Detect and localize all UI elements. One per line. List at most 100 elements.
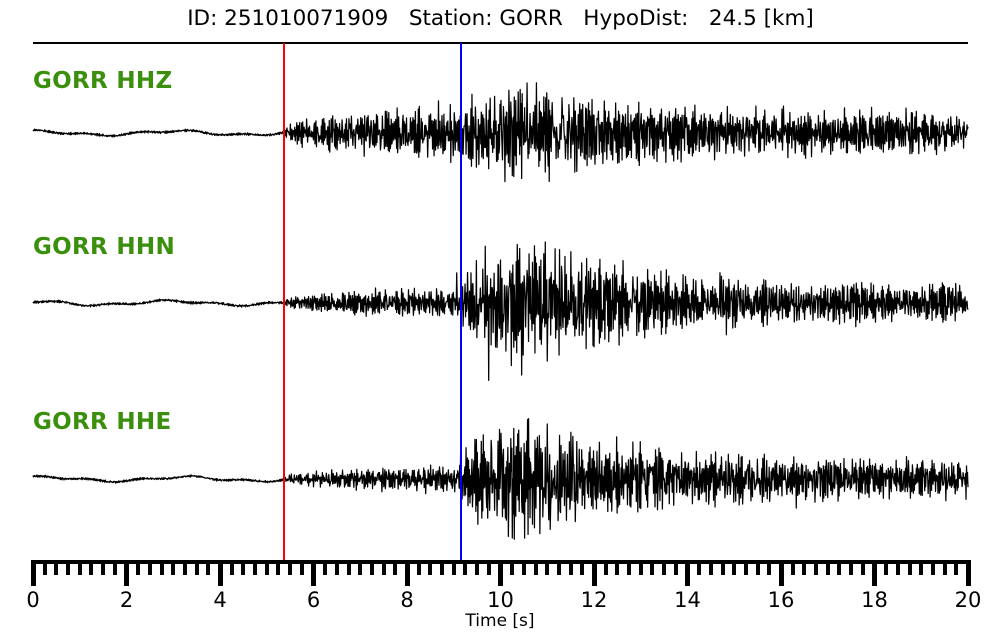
minor-tick: [475, 560, 480, 575]
tick-label: 2: [119, 588, 134, 612]
minor-tick: [288, 560, 293, 575]
major-tick: [872, 560, 877, 586]
minor-tick: [884, 560, 889, 575]
minor-tick: [790, 560, 795, 575]
minor-tick: [358, 560, 363, 575]
minor-tick: [112, 560, 117, 575]
major-tick: [965, 560, 971, 586]
tick-label: 10: [487, 588, 514, 612]
minor-tick: [907, 560, 912, 575]
minor-tick: [381, 560, 386, 575]
s-arrival-marker: [459, 43, 462, 560]
minor-tick: [545, 560, 550, 575]
minor-tick: [264, 560, 269, 575]
minor-tick: [755, 560, 760, 575]
minor-tick: [171, 560, 176, 575]
major-tick: [591, 560, 597, 586]
minor-tick: [954, 560, 959, 575]
minor-tick: [428, 560, 433, 575]
minor-tick: [580, 560, 585, 575]
minor-tick: [206, 560, 211, 575]
minor-tick: [486, 560, 491, 575]
minor-tick: [147, 560, 152, 575]
trace-panel-hhz: GORR HHZ: [0, 44, 1000, 219]
minor-tick: [393, 560, 398, 575]
minor-tick: [346, 560, 351, 575]
minor-tick: [136, 560, 141, 575]
major-tick: [124, 560, 129, 586]
page-title: ID: 251010071909 Station: GORR HypoDist:…: [187, 6, 814, 31]
trace-panel-hhe: GORR HHE: [0, 389, 1000, 564]
major-tick: [498, 560, 503, 586]
major-tick: [685, 560, 690, 586]
minor-tick: [825, 560, 830, 575]
tick-label: 6: [306, 588, 321, 612]
waveform-stack: GORR HHZ GORR HHN GORR HHE: [0, 44, 1000, 559]
major-tick: [778, 560, 784, 586]
waveform-hhz: [32, 82, 969, 183]
waveform-path: [32, 241, 969, 381]
minor-tick: [54, 560, 59, 575]
minor-tick: [603, 560, 608, 575]
x-axis-label: Time [s]: [465, 611, 535, 631]
tick-label: 18: [861, 588, 888, 612]
minor-tick: [919, 560, 924, 575]
minor-tick: [89, 560, 94, 575]
minor-tick: [837, 560, 842, 575]
minor-tick: [650, 560, 655, 575]
minor-tick: [241, 560, 246, 575]
minor-tick: [568, 560, 573, 575]
trace-label-hhz: GORR HHZ: [33, 68, 173, 94]
major-tick: [311, 560, 316, 586]
minor-tick: [533, 560, 538, 575]
minor-tick: [276, 560, 281, 575]
minor-tick: [66, 560, 71, 575]
minor-tick: [521, 560, 526, 575]
major-tick: [217, 560, 223, 586]
minor-tick: [743, 560, 748, 575]
minor-tick: [440, 560, 445, 575]
major-tick: [30, 560, 36, 586]
minor-tick: [849, 560, 854, 575]
minor-tick: [369, 560, 374, 575]
minor-tick: [182, 560, 187, 575]
minor-tick: [323, 560, 328, 575]
minor-tick: [451, 560, 456, 575]
minor-tick: [627, 560, 632, 575]
tick-label: 0: [26, 588, 40, 612]
trace-label-hhe: GORR HHE: [33, 409, 172, 435]
minor-tick: [732, 560, 737, 575]
minor-tick: [860, 560, 865, 575]
tick-label: 16: [767, 588, 795, 612]
minor-tick: [802, 560, 807, 575]
minor-tick: [42, 560, 47, 575]
minor-tick: [194, 560, 199, 575]
minor-tick: [638, 560, 643, 575]
trace-label-hhn: GORR HHN: [33, 234, 176, 260]
tick-label: 4: [213, 588, 227, 612]
minor-tick: [101, 560, 106, 575]
minor-tick: [416, 560, 421, 575]
minor-tick: [615, 560, 620, 575]
minor-tick: [942, 560, 947, 575]
minor-tick: [767, 560, 772, 575]
minor-tick: [229, 560, 234, 575]
p-arrival-marker: [283, 43, 286, 560]
waveform-path: [32, 82, 969, 183]
minor-tick: [463, 560, 468, 575]
minor-tick: [895, 560, 900, 575]
minor-tick: [159, 560, 164, 575]
waveform-path: [32, 418, 969, 540]
tick-label: 12: [580, 588, 608, 612]
minor-tick: [299, 560, 304, 575]
title-divider: [33, 42, 968, 44]
minor-tick: [720, 560, 725, 575]
minor-tick: [556, 560, 561, 575]
tick-label: 20: [954, 588, 982, 612]
minor-tick: [77, 560, 82, 575]
tick-label: 14: [674, 588, 701, 612]
minor-tick: [510, 560, 515, 575]
major-tick: [404, 560, 410, 586]
waveform-hhe: [32, 418, 969, 540]
